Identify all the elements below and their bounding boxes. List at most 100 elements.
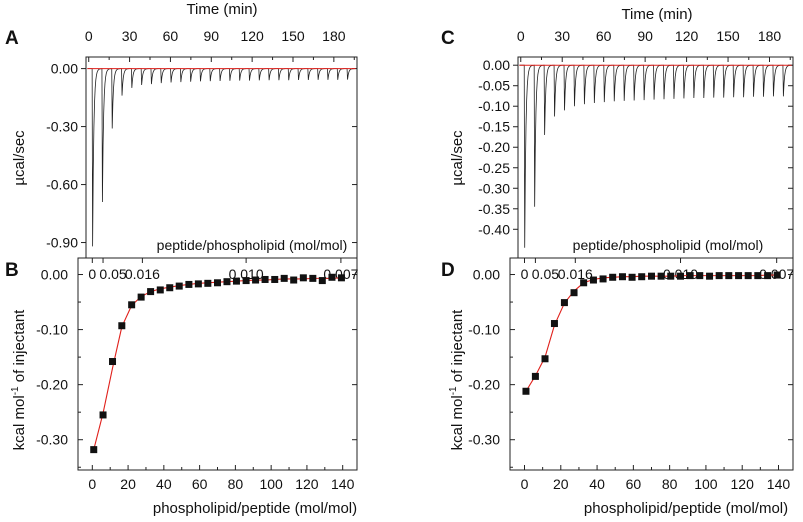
panel-b-x-tick-label: 0 [88,476,96,492]
ylabel-d-tail: of injectant [449,309,466,387]
panel-b-data-point [280,274,288,282]
ylabel-b-sup: -1 [10,386,21,395]
inner-label-a: peptide/phospholipid (mol/mol) [157,237,348,253]
panel-d-data-point [589,276,597,284]
panel-b-frame [77,257,358,471]
panel-d-data-point [531,372,539,380]
panel-b-data-point [194,280,202,288]
panel-label-d: D [441,260,455,281]
panel-c-y-tick-label: 0.00 [483,57,510,73]
panel-b-data-point [299,274,307,282]
panel-d-data-point [715,272,723,280]
panel-c-top-tick-label: 150 [716,28,740,44]
panel-a-y-tick-label: -0.30 [46,119,78,135]
panel-b-data-point [252,276,260,284]
panel-d-data-point [570,289,578,297]
panel-b-data-point [242,277,250,285]
panel-d-data-point [764,272,772,280]
panel-a-top-tick-label: 60 [163,28,179,44]
panel-c-top-tick-label: 120 [675,28,699,44]
panel-b-data-point [185,280,193,288]
panel-b-data-point [318,277,326,285]
panel-d-data-point [550,320,558,328]
panel-d-data-point [580,279,588,287]
panel-c-y-tick-label: -0.35 [478,201,510,217]
time-axis-title-right: Time (min) [621,6,692,23]
panel-d-x-tick-label: 40 [589,476,605,492]
panel-c-y-tick-label: -0.05 [478,78,510,94]
panel-a-y-tick-label: -0.60 [46,177,78,193]
panel-d-x-tick-label: 60 [626,476,642,492]
panel-d-x-tick-label: 0 [521,476,529,492]
panel-d-data-point [744,272,752,280]
panel-c-y-tick-label: -0.20 [478,139,510,155]
panel-d-data-point [725,272,733,280]
panel-b-data-point [166,284,174,292]
panel-c-top-tick-label: 30 [554,28,570,44]
panel-a-top-tick-label: 90 [203,28,219,44]
panel-d-fit-curve [525,274,778,392]
panel-b-data-point [128,301,136,309]
panel-b-data-point [214,279,221,287]
panel-b-data-point [147,288,155,296]
panel-b-top-tick-label: 0.05 [99,266,126,282]
panel-a-top-tick-label: 30 [122,28,138,44]
panel-d-y-tick-label: -0.10 [468,322,500,338]
panel-b-data-point [118,322,126,330]
panel-b-data-point [232,277,240,285]
panel-d-data-point [618,273,626,281]
panel-d-x-tick-label: 140 [767,476,791,492]
panel-d-y-tick-label: 0.00 [473,267,500,283]
panel-b-x-tick-label: 80 [228,476,244,492]
panel-d-x-tick-label: 100 [694,476,718,492]
panel-d-top-tick-label: 0.05 [532,266,559,282]
panel-d-data-point [541,355,549,363]
ylabel-b: kcal mol-1 of injectant [10,309,28,450]
panel-c-top-tick-label: 180 [758,28,782,44]
panel-b-data-point [109,358,117,366]
panel-c-thermogram-trace [519,64,793,248]
plot-layer: 0 30 60 90 120 150 180 0.00 -0.30 -0.60 -0.90 0 30 60… [36,28,794,492]
ylabel-c: µcal/sec [449,130,466,186]
panel-d-data-point [773,271,781,279]
panel-a-top-tick-label: 120 [240,28,264,44]
panel-d-y-tick-label: -0.20 [468,377,500,393]
panel-c-top-tick-label: 90 [637,28,653,44]
time-axis-title-left: Time (min) [186,1,257,18]
panel-d-data-point [706,272,714,280]
panel-d-x-tick-label: 20 [553,476,569,492]
panel-b-x-tick-label: 120 [295,476,319,492]
panel-b-data-point [328,273,336,281]
panel-a-thermogram-trace [87,68,357,247]
ylabel-a: µcal/sec [11,130,28,186]
panel-d-top-tick-label: 0.016 [558,266,593,282]
panel-a-top-tick-label: 150 [281,28,305,44]
panel-b-x-tick-label: 60 [192,476,208,492]
ylabel-d-sup: -1 [448,386,459,395]
panel-d-data-point [599,275,607,283]
panel-b-y-tick-label: 0.00 [41,267,68,283]
panel-c-top-tick-label: 60 [596,28,612,44]
panel-d-data-point [667,272,675,280]
panel-d-top-tick-label: 0 [521,266,529,282]
panel-b-data-point [309,274,317,282]
panel-d-y-tick-label: -0.30 [468,432,500,448]
panel-b-x-tick-label: 100 [259,476,283,492]
panel-d-data-point [522,387,530,395]
panel-b-top-tick-label: 0.016 [125,266,160,282]
panel-label-a: A [5,28,19,49]
panel-label-c: C [441,28,455,49]
panel-b-data-point [204,279,212,287]
panel-b-top-tick-label: 0 [88,266,96,282]
xlabel-d: phospholipid/peptide (mol/mol) [584,500,788,517]
xlabel-b: phospholipid/peptide (mol/mol) [153,500,357,517]
panel-d-data-point [628,273,636,281]
panel-b-y-tick-label: -0.30 [36,432,68,448]
panel-b-x-tick-label: 20 [120,476,136,492]
panel-d-data-point [560,299,568,307]
ylabel-b-main: kcal mol [11,395,28,450]
panel-c-y-tick-label: -0.10 [478,98,510,114]
panel-d-x-tick-label: 120 [731,476,755,492]
panel-label-b: B [5,260,19,281]
